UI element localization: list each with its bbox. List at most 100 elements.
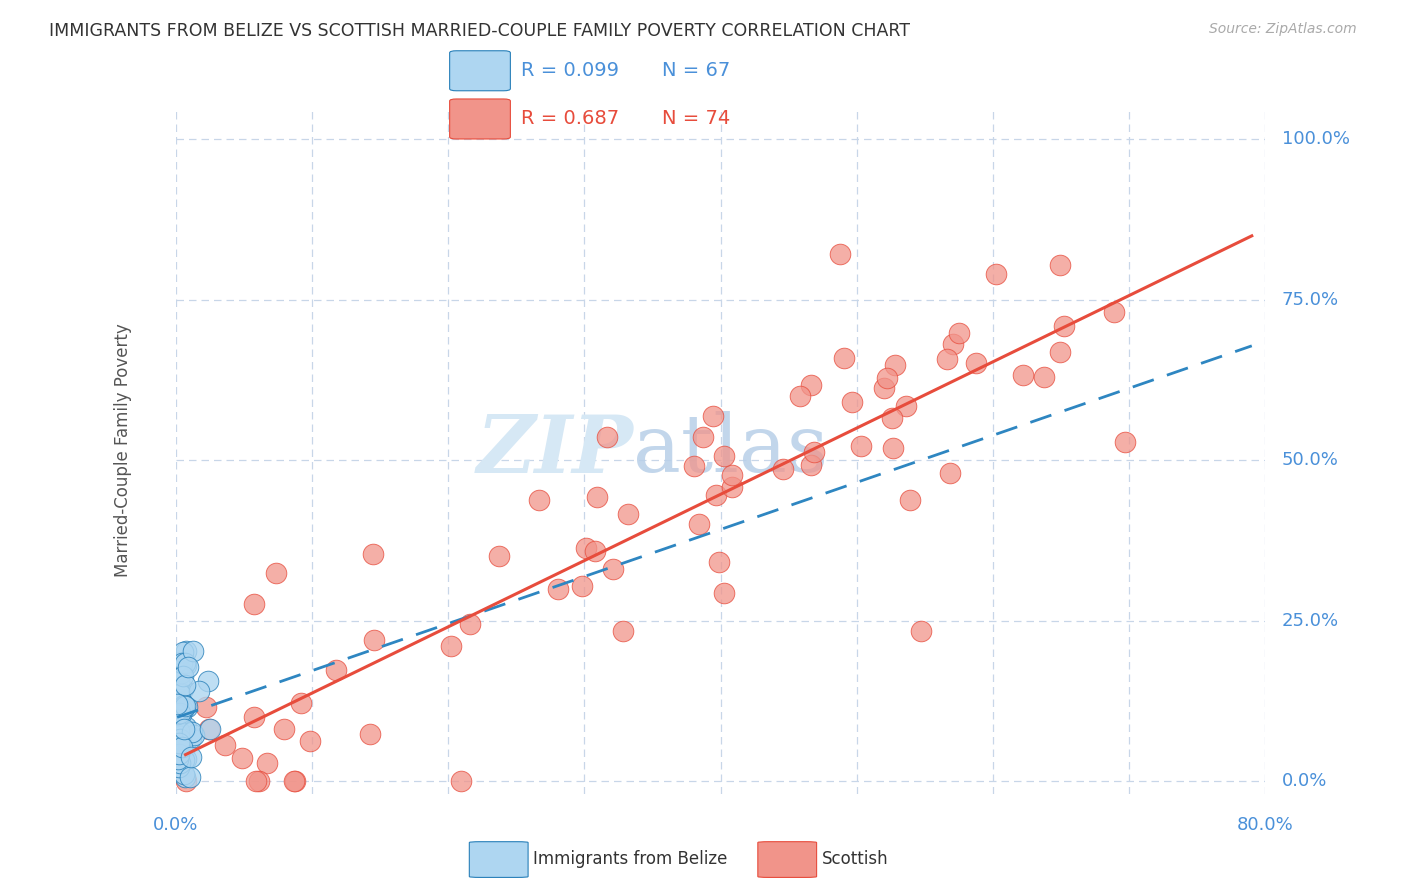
Point (170, 665, 193, 679)
Point (849, 440, 872, 454)
Point (283, 774, 305, 789)
Point (361, 547, 384, 561)
Point (264, 566, 287, 580)
Point (245, 774, 267, 789)
Point (876, 371, 898, 385)
Point (692, 430, 714, 444)
Text: 75.0%: 75.0% (1282, 291, 1339, 309)
Point (174, 721, 197, 735)
Point (167, 748, 190, 763)
Point (803, 445, 825, 459)
Point (174, 678, 197, 692)
Text: 50.0%: 50.0% (1282, 451, 1339, 469)
Point (167, 747, 190, 761)
Point (1102, 305, 1125, 319)
Point (174, 656, 197, 670)
Point (174, 644, 197, 658)
Point (172, 760, 194, 774)
Point (170, 666, 193, 681)
Point (167, 751, 190, 765)
Point (299, 734, 322, 748)
Text: ZIP: ZIP (477, 412, 633, 489)
Point (198, 722, 221, 736)
Point (1011, 368, 1033, 383)
Point (325, 663, 347, 677)
Point (172, 669, 194, 683)
Point (169, 756, 191, 771)
Point (247, 774, 270, 789)
Point (166, 732, 188, 747)
Point (683, 458, 706, 473)
Point (180, 731, 202, 746)
Point (713, 586, 735, 600)
Point (166, 700, 188, 714)
Point (984, 267, 1007, 281)
Point (242, 597, 264, 611)
Point (935, 352, 957, 367)
Point (173, 753, 195, 767)
Point (169, 701, 191, 715)
Point (612, 624, 634, 639)
Point (789, 389, 811, 403)
Point (800, 458, 823, 473)
Text: 80.0%: 80.0% (1237, 816, 1294, 834)
Point (883, 358, 905, 372)
Point (166, 664, 188, 678)
Point (169, 675, 191, 690)
Point (195, 699, 218, 714)
Point (596, 430, 619, 444)
Point (170, 727, 193, 741)
Point (174, 770, 197, 784)
Point (713, 449, 735, 463)
Point (440, 640, 463, 654)
Point (1049, 345, 1071, 359)
Point (882, 411, 904, 425)
Point (176, 752, 198, 766)
Point (176, 660, 198, 674)
Point (169, 692, 191, 706)
Point (200, 723, 222, 737)
Point (243, 710, 266, 724)
Point (894, 399, 917, 413)
Point (231, 751, 253, 765)
Point (172, 645, 194, 659)
Point (167, 736, 190, 750)
Point (180, 749, 202, 764)
FancyBboxPatch shape (758, 842, 817, 878)
Point (939, 466, 962, 480)
Point (702, 409, 724, 423)
Point (290, 696, 312, 710)
Point (882, 441, 904, 455)
Point (167, 728, 190, 742)
Text: 25.0%: 25.0% (1282, 612, 1339, 630)
Point (800, 378, 823, 392)
Point (1049, 258, 1071, 272)
Point (721, 467, 744, 482)
Point (948, 326, 970, 341)
Point (688, 517, 710, 532)
Point (721, 480, 744, 494)
Text: R = 0.099: R = 0.099 (520, 61, 619, 79)
Point (167, 684, 190, 698)
Point (166, 655, 188, 669)
Point (167, 753, 190, 767)
Point (458, 617, 481, 632)
Point (965, 356, 987, 370)
Text: Source: ZipAtlas.com: Source: ZipAtlas.com (1209, 22, 1357, 37)
Point (173, 698, 195, 712)
Point (575, 541, 598, 556)
Point (1053, 319, 1076, 334)
Point (363, 633, 385, 648)
Point (830, 247, 852, 261)
Point (873, 380, 896, 394)
Point (181, 724, 204, 739)
Point (173, 722, 195, 736)
Point (547, 582, 569, 596)
Point (170, 697, 193, 711)
Point (169, 683, 191, 698)
FancyBboxPatch shape (450, 99, 510, 139)
Point (169, 742, 191, 756)
Text: 0.0%: 0.0% (1282, 772, 1327, 790)
Point (172, 681, 194, 696)
Point (450, 774, 472, 789)
